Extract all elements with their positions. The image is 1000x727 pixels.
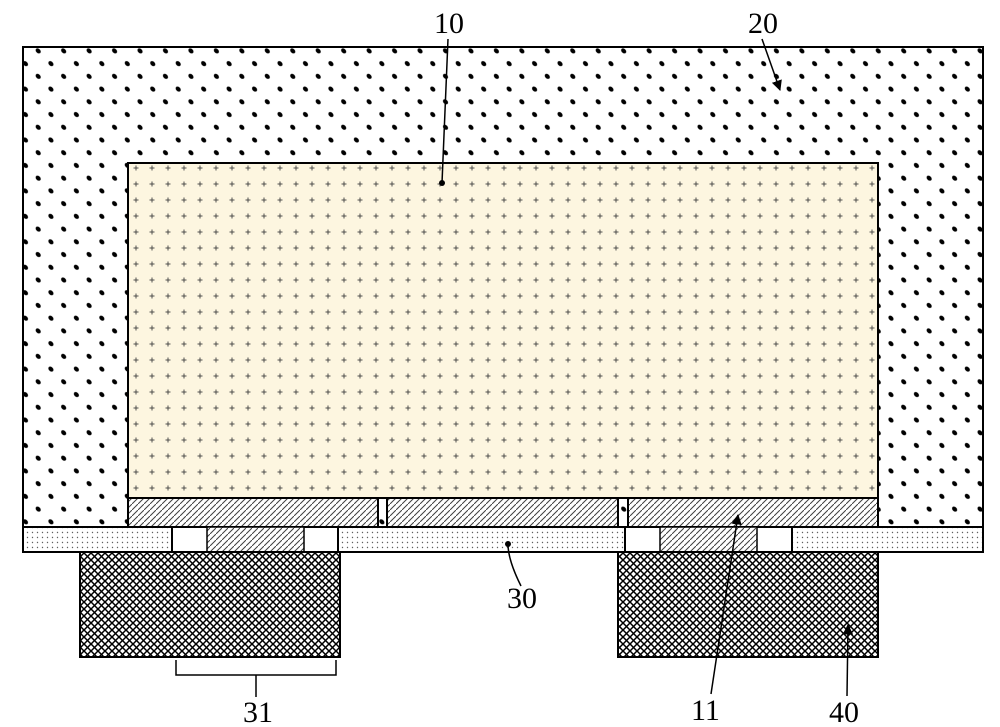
region-30-1 (23, 527, 172, 552)
region-30-3 (792, 527, 983, 552)
label-l31: 31 (243, 696, 273, 727)
region-31-2 (660, 527, 757, 552)
label-l10: 10 (434, 7, 464, 40)
region-31-1 (207, 527, 304, 552)
region-30-2 (338, 527, 625, 552)
label-l11: 11 (691, 694, 720, 727)
leader-30-dot (505, 541, 511, 547)
region-10 (128, 163, 878, 498)
label-l20: 20 (748, 7, 778, 40)
leader-10-dot (439, 180, 445, 186)
region-40-1 (80, 552, 340, 657)
label-l30: 30 (507, 582, 537, 615)
leader-40 (847, 625, 848, 696)
bracket-31 (176, 660, 336, 697)
label-l40: 40 (829, 696, 859, 727)
region-11-2 (387, 498, 618, 527)
region-11-3 (628, 498, 878, 527)
region-40-2 (618, 552, 878, 657)
region-11-1 (128, 498, 378, 527)
